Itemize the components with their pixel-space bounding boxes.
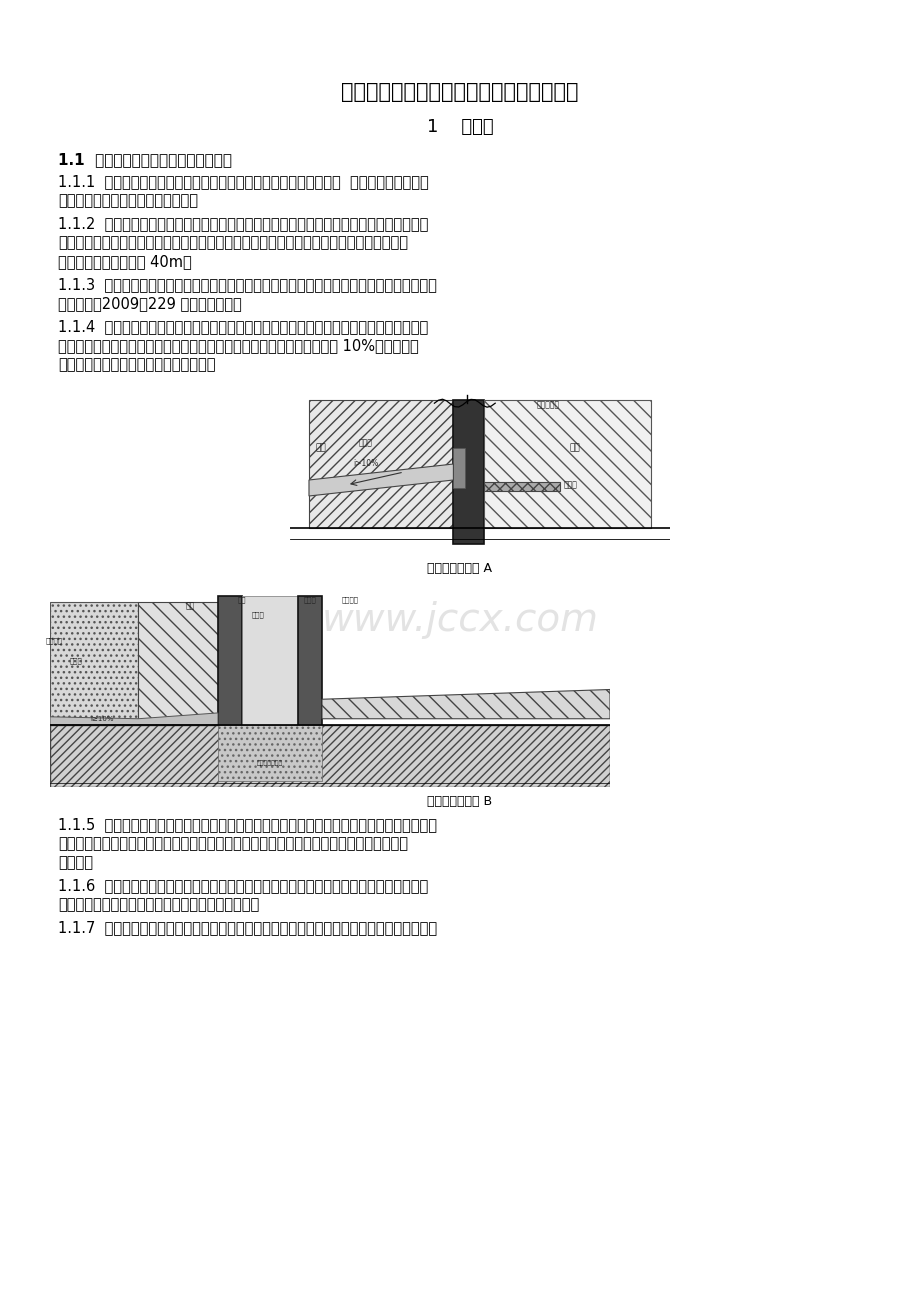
- Text: 1.1.3  外墙外保温防火隔离带设置应严格按《民用建筑外保温系统及外墙装饰防火暂行规定》: 1.1.3 外墙外保温防火隔离带设置应严格按《民用建筑外保温系统及外墙装饰防火暂…: [58, 277, 437, 292]
- Text: 1.1.4  外墙外保温应设计基层抹灰并做防水处理，应对外墙细部及突出构件做好防水细部设: 1.1.4 外墙外保温应设计基层抹灰并做防水处理，应对外墙细部及突出构件做好防水…: [58, 319, 427, 335]
- Polygon shape: [309, 464, 453, 496]
- Bar: [453, 400, 483, 544]
- Bar: [218, 725, 322, 781]
- Text: 1.1.1  外墙外保温设计图纸和热工计算书应通过图审机构审查认可，  建设单位不得随意变: 1.1.1 外墙外保温设计图纸和热工计算书应通过图审机构审查认可， 建设单位不得…: [58, 174, 428, 189]
- Bar: [309, 400, 453, 529]
- Bar: [483, 482, 559, 491]
- Text: 更外墙外保温系统构造和组成材料。: 更外墙外保温系统构造和组成材料。: [58, 193, 198, 208]
- Text: 密封胶: 密封胶: [358, 439, 372, 448]
- Text: 室外: 室外: [314, 444, 325, 453]
- Text: 饰面砖做面层。当采用面砖时，应进行专项设计，其安全性与耐久性必须符合设计要求，且: 饰面砖做面层。当采用面砖时，应进行专项设计，其安全性与耐久性必须符合设计要求，且: [58, 234, 407, 250]
- Text: 计。窗台处应做防水处理，外窗台上应做出向外的流水斜坡，坡度不小于 10%，内窗台应: 计。窗台处应做防水处理，外窗台上应做出向外的流水斜坡，坡度不小于 10%，内窗台…: [58, 339, 418, 353]
- Text: 窗台防水示意图 B: 窗台防水示意图 B: [427, 796, 492, 809]
- Text: 系统最大高度不应超过 40m。: 系统最大高度不应超过 40m。: [58, 254, 191, 270]
- Text: www.jccx.com: www.jccx.com: [321, 602, 598, 639]
- Bar: [483, 400, 651, 529]
- Text: 青岛市住宅工程质量通病防治措施设计要点: 青岛市住宅工程质量通病防治措施设计要点: [341, 82, 578, 102]
- Text: 密封胶: 密封胶: [303, 596, 316, 603]
- Bar: [50, 602, 138, 719]
- Polygon shape: [50, 713, 218, 725]
- Text: 不得采用水泥砂浆填缝。外门窗洞口周边侧墙应进行保温处理，设计应标注或说明其保温材: 不得采用水泥砂浆填缝。外门窗洞口周边侧墙应进行保温处理，设计应标注或说明其保温材: [58, 836, 407, 852]
- Text: 聚氨酯填充: 聚氨酯填充: [537, 400, 560, 409]
- Text: 保温材料: 保温材料: [46, 638, 62, 644]
- Text: i≥10%: i≥10%: [90, 716, 113, 721]
- Text: 聚氨酯发泡填充: 聚氨酯发泡填充: [256, 760, 283, 767]
- Text: 高于外窗台。窗楣上应做鹰嘴或滴水槽。: 高于外窗台。窗楣上应做鹰嘴或滴水槽。: [58, 357, 215, 372]
- Text: i>10%: i>10%: [353, 460, 379, 469]
- Text: 内窗台板: 内窗台板: [341, 596, 358, 603]
- Bar: [242, 596, 298, 733]
- Text: 止水层，封闭盖板的设计应符合变形缝的变形要求。: 止水层，封闭盖板的设计应符合变形缝的变形要求。: [58, 897, 259, 911]
- Bar: [453, 448, 464, 488]
- Text: 内窗台: 内窗台: [563, 480, 577, 490]
- Bar: [298, 596, 322, 733]
- Text: 1.1  外墙外保温墙面裂缝渗漏防治措施: 1.1 外墙外保温墙面裂缝渗漏防治措施: [58, 152, 232, 167]
- Text: 室内: 室内: [569, 444, 580, 453]
- Text: 料厚度。: 料厚度。: [58, 855, 93, 870]
- Text: 窗框: 窗框: [237, 596, 246, 603]
- Text: 窗台防水示意图 A: 窗台防水示意图 A: [427, 562, 492, 575]
- Text: 1.1.5  外门窗框与门窗洞口之间的缝隙，应采用聚氨酯高效保温材料填实，并用密封膏嵌缝，: 1.1.5 外门窗框与门窗洞口之间的缝隙，应采用聚氨酯高效保温材料填实，并用密封…: [58, 816, 437, 832]
- Text: 1.1.6  外墙外保温设计中采用的图集和规范应明确，保温细部设计应有详图。变形缝应设计: 1.1.6 外墙外保温设计中采用的图集和规范应明确，保温细部设计应有详图。变形缝…: [58, 878, 427, 893]
- Polygon shape: [322, 690, 609, 719]
- Text: 面层片: 面层片: [252, 612, 264, 618]
- Bar: [50, 725, 609, 786]
- Bar: [138, 602, 218, 729]
- Text: 1.1.7  平面设计时应避免外保温遮挡窗框问题。设计应根据保温材料厚度预留足够窗塞尺寸。: 1.1.7 平面设计时应避免外保温遮挡窗框问题。设计应根据保温材料厚度预留足够窗…: [58, 921, 437, 935]
- Text: 1.1.2  外墙外保温系统优先选用涂料、饰面砂浆、柔性面砖等轻质装饰材料，不宜采用粘贴: 1.1.2 外墙外保温系统优先选用涂料、饰面砂浆、柔性面砖等轻质装饰材料，不宜采…: [58, 216, 428, 230]
- Text: 密封板: 密封板: [70, 658, 83, 664]
- Bar: [218, 596, 242, 733]
- Text: 1    土建篇: 1 土建篇: [426, 118, 493, 135]
- Text: （鲁公发【2009】229 号文件）执行。: （鲁公发【2009】229 号文件）执行。: [58, 296, 242, 311]
- Text: 窗台: 窗台: [185, 602, 195, 611]
